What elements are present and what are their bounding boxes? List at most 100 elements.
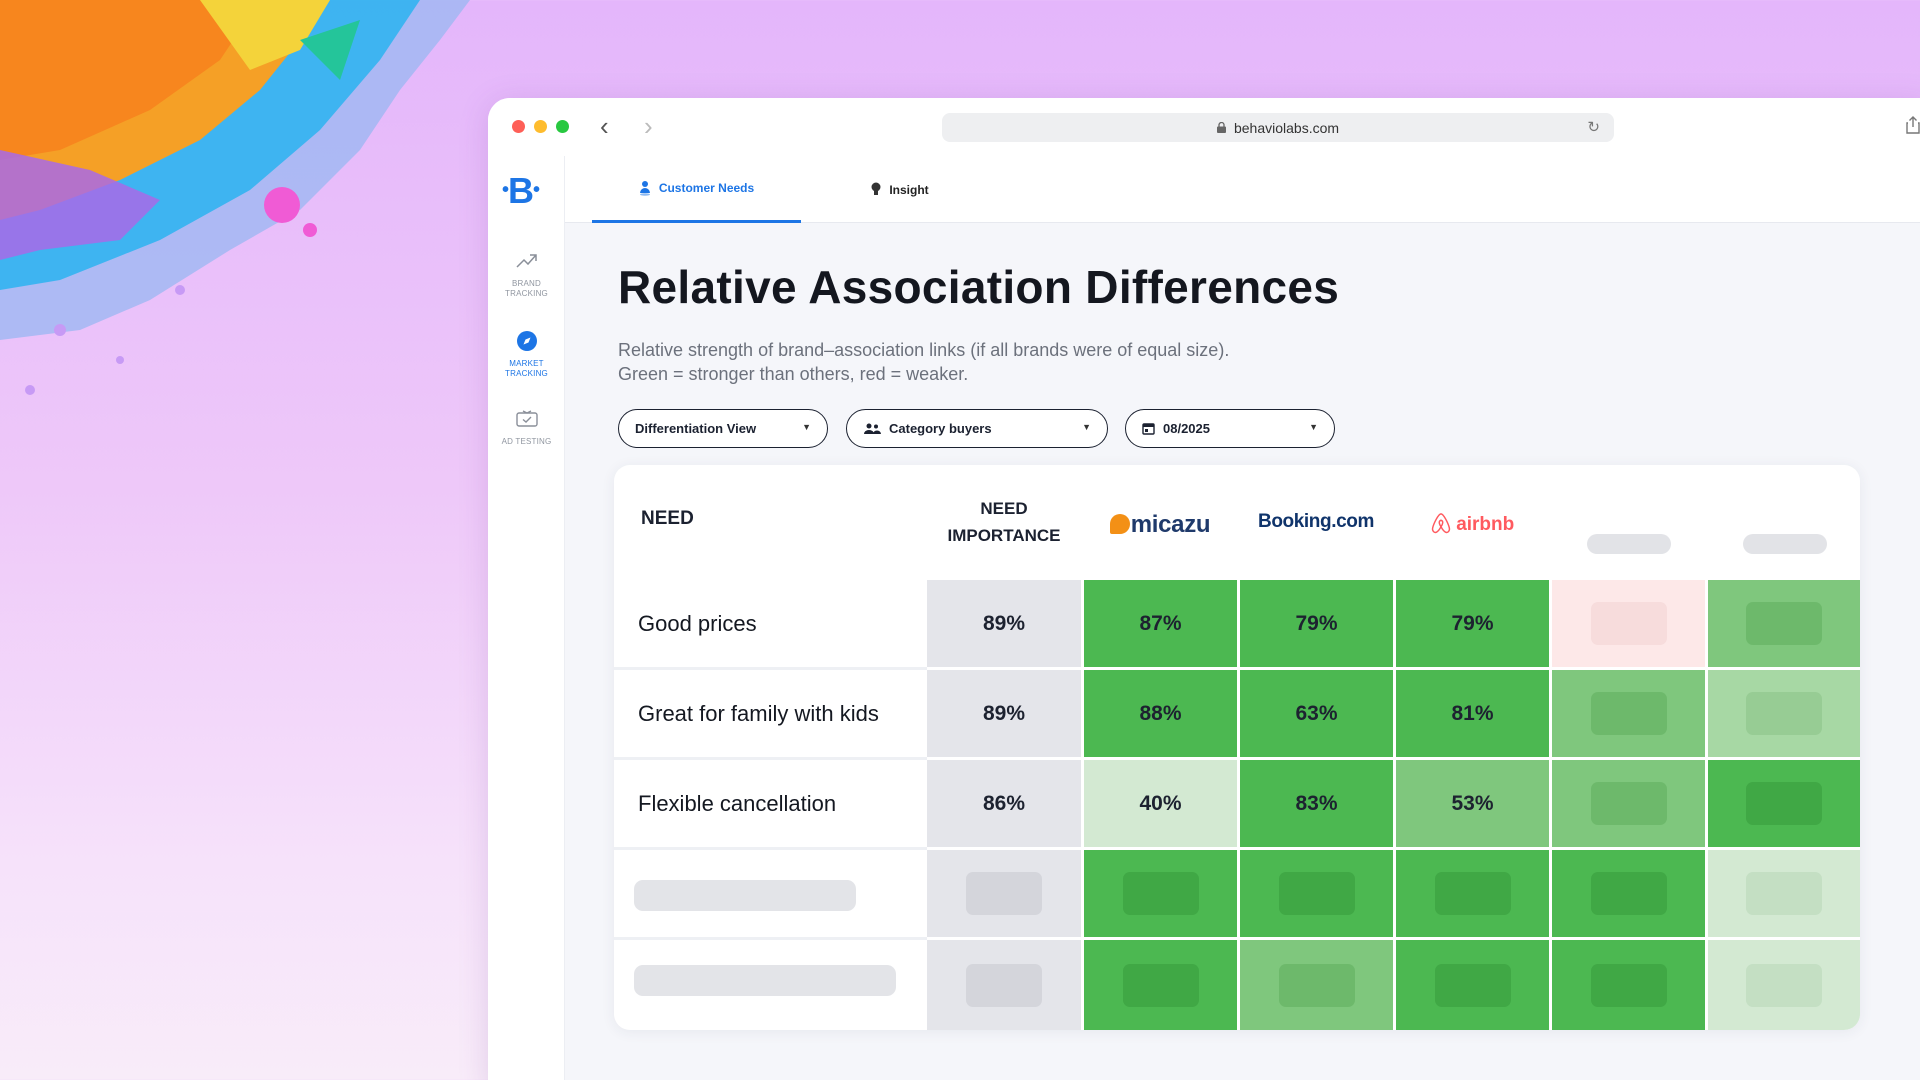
sidebar-item-market-tracking[interactable]: MARKET TRACKING bbox=[488, 328, 565, 379]
association-cell bbox=[1240, 940, 1393, 1030]
audience-dropdown[interactable]: Category buyers ▼ bbox=[846, 409, 1108, 448]
association-cell: 87% bbox=[1084, 580, 1237, 667]
row-divider bbox=[614, 847, 927, 850]
column-header-need: NEED bbox=[641, 508, 694, 529]
booking-logo: Booking.com bbox=[1258, 511, 1374, 532]
brand-header-placeholder bbox=[1587, 534, 1671, 554]
association-cell: 81% bbox=[1396, 670, 1549, 757]
association-cell: 79% bbox=[1396, 580, 1549, 667]
value-placeholder bbox=[966, 963, 1042, 1007]
audience-dropdown-value: Category buyers bbox=[889, 421, 992, 436]
sidebar-item-label: AD TESTING bbox=[501, 437, 552, 446]
association-cell bbox=[1552, 940, 1705, 1030]
importance-cell bbox=[927, 850, 1081, 937]
maximize-window-button[interactable] bbox=[556, 120, 569, 133]
value-placeholder bbox=[1122, 963, 1199, 1007]
association-cell bbox=[1240, 850, 1393, 937]
share-icon[interactable] bbox=[1906, 116, 1920, 134]
association-table: NEED NEED IMPORTANCE micazu Booking.com … bbox=[614, 465, 1860, 1030]
trend-up-icon bbox=[515, 254, 537, 268]
page-subtitle: Relative strength of brand–association l… bbox=[618, 340, 1230, 384]
value-placeholder bbox=[1122, 872, 1199, 915]
association-cell bbox=[1396, 940, 1549, 1030]
reload-icon[interactable]: ↻ bbox=[1587, 119, 1600, 136]
row-label-placeholder bbox=[634, 965, 896, 996]
users-icon bbox=[864, 423, 881, 434]
value-placeholder bbox=[1590, 782, 1667, 825]
row-label: Flexible cancellation bbox=[638, 790, 837, 816]
compass-icon bbox=[516, 331, 537, 351]
importance-cell: 89% bbox=[927, 580, 1081, 667]
sidebar-item-ad-testing[interactable]: AD TESTING bbox=[488, 406, 565, 447]
row-label-placeholder bbox=[634, 880, 856, 911]
row-label: Great for family with kids bbox=[638, 700, 879, 726]
behaviolabs-logo[interactable]: •B• bbox=[502, 170, 540, 211]
person-pin-icon bbox=[639, 181, 650, 196]
value-placeholder bbox=[1434, 872, 1511, 915]
association-cell bbox=[1552, 670, 1705, 757]
value-placeholder bbox=[1746, 602, 1822, 645]
association-cell: 88% bbox=[1084, 670, 1237, 757]
view-dropdown[interactable]: Differentiation View ▼ bbox=[618, 409, 828, 448]
browser-window: ‹ › behaviolabs.com ↻ •B• BRAND TRACKING bbox=[488, 98, 1920, 1080]
row-label: Good prices bbox=[638, 610, 757, 636]
tab-customer-needs[interactable]: Customer Needs bbox=[592, 156, 801, 223]
back-arrow-icon[interactable]: ‹ bbox=[600, 111, 609, 141]
micazu-logo: micazu bbox=[1109, 511, 1211, 538]
value-placeholder bbox=[1590, 692, 1667, 735]
association-cell bbox=[1708, 670, 1860, 757]
sidebar-item-brand-tracking[interactable]: BRAND TRACKING bbox=[488, 248, 565, 299]
tab-label: Insight bbox=[889, 182, 929, 197]
forward-arrow-icon[interactable]: › bbox=[644, 111, 653, 141]
close-window-button[interactable] bbox=[512, 120, 525, 133]
sidebar: •B• BRAND TRACKING MARKET TRACKING AD TE… bbox=[488, 156, 565, 1080]
association-cell: 40% bbox=[1084, 760, 1237, 847]
association-cell bbox=[1708, 580, 1860, 667]
page-title: Relative Association Differences bbox=[618, 261, 1340, 313]
importance-cell: 89% bbox=[927, 670, 1081, 757]
value-placeholder bbox=[1746, 963, 1822, 1007]
importance-cell: 86% bbox=[927, 760, 1081, 847]
address-bar[interactable]: behaviolabs.com ↻ bbox=[942, 113, 1614, 142]
browser-titlebar: ‹ › behaviolabs.com ↻ bbox=[488, 98, 1920, 156]
association-cell bbox=[1708, 760, 1860, 847]
value-placeholder bbox=[1746, 782, 1822, 825]
view-dropdown-value: Differentiation View bbox=[635, 421, 757, 436]
lightbulb-icon bbox=[871, 182, 881, 195]
lock-icon bbox=[1216, 122, 1226, 133]
value-placeholder bbox=[1746, 692, 1822, 735]
minimize-window-button[interactable] bbox=[534, 120, 547, 133]
brand-header-micazu: micazu bbox=[1082, 511, 1238, 539]
brand-header-placeholder bbox=[1743, 534, 1827, 554]
url-text: behaviolabs.com bbox=[1233, 119, 1340, 136]
chevron-down-icon: ▼ bbox=[1082, 422, 1091, 432]
brand-header-airbnb: airbnb bbox=[1394, 511, 1550, 536]
value-placeholder bbox=[1746, 872, 1822, 915]
association-cell bbox=[1552, 760, 1705, 847]
value-placeholder bbox=[1278, 872, 1355, 915]
tab-insight[interactable]: Insight bbox=[850, 156, 950, 223]
chevron-down-icon: ▼ bbox=[802, 422, 811, 432]
period-dropdown-value: 08/2025 bbox=[1163, 421, 1210, 436]
value-placeholder bbox=[1434, 963, 1511, 1007]
association-cell: 83% bbox=[1240, 760, 1393, 847]
brand-header-booking: Booking.com bbox=[1238, 511, 1394, 533]
value-placeholder bbox=[1590, 872, 1667, 915]
association-cell bbox=[1708, 940, 1860, 1030]
sidebar-item-label: BRAND TRACKING bbox=[505, 279, 548, 298]
row-divider bbox=[614, 937, 927, 940]
sidebar-item-label: MARKET TRACKING bbox=[505, 359, 548, 378]
tv-check-icon bbox=[515, 410, 538, 427]
row-divider bbox=[614, 667, 927, 670]
calendar-icon bbox=[1142, 423, 1155, 435]
airbnb-logo: airbnb bbox=[1456, 514, 1515, 535]
association-cell bbox=[1708, 850, 1860, 937]
association-cell bbox=[1396, 850, 1549, 937]
period-dropdown[interactable]: 08/2025 ▼ bbox=[1125, 409, 1335, 448]
value-placeholder bbox=[1278, 963, 1355, 1007]
association-cell: 63% bbox=[1240, 670, 1393, 757]
top-navigation: Customer Needs Insight bbox=[565, 156, 1920, 223]
chevron-down-icon: ▼ bbox=[1309, 422, 1318, 432]
association-cell bbox=[1552, 580, 1705, 667]
tab-label: Customer Needs bbox=[658, 181, 755, 195]
